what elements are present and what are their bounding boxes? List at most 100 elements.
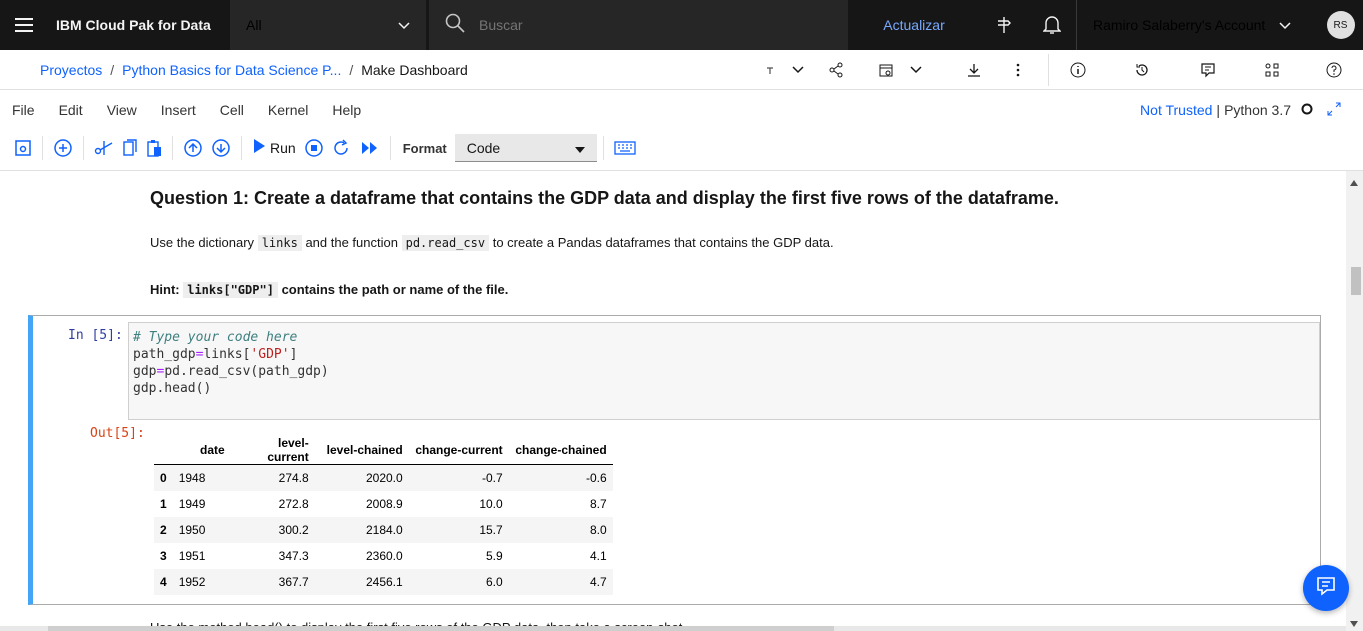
- divider: [1048, 54, 1049, 86]
- version-icon[interactable]: [760, 50, 780, 90]
- menu-icon[interactable]: [0, 0, 48, 50]
- stop-icon[interactable]: [300, 133, 328, 163]
- breadcrumb-projects[interactable]: Proyectos: [40, 61, 103, 78]
- input-prompt: In [5]:: [68, 328, 123, 343]
- table-row: 1 1949 272.8 2008.9 10.0 8.7: [154, 491, 613, 517]
- move-up-icon[interactable]: [179, 133, 207, 163]
- table-cell: -0.6: [586, 470, 607, 485]
- run-all-icon[interactable]: [356, 133, 384, 163]
- notification-icon[interactable]: [1028, 0, 1076, 50]
- output-prompt: Out[5]:: [90, 426, 145, 441]
- menu-help[interactable]: Help: [332, 102, 362, 118]
- row-index: 3: [160, 548, 167, 563]
- code-cell[interactable]: In [5]: # Type your code here path_gdp=l…: [28, 315, 1321, 605]
- download-icon[interactable]: [962, 50, 986, 90]
- share-icon[interactable]: [824, 50, 848, 90]
- divider: [172, 136, 173, 160]
- vertical-scrollbar[interactable]: [1346, 171, 1363, 631]
- breadcrumb-separator: /: [110, 61, 115, 78]
- code-snippets-icon[interactable]: [1260, 50, 1284, 90]
- notebook-area: Question 1: Create a dataframe that cont…: [0, 170, 1363, 631]
- divider: [83, 136, 84, 160]
- column-header: level-chained: [314, 436, 409, 465]
- menu-insert[interactable]: Insert: [160, 102, 196, 118]
- divider: [389, 136, 391, 160]
- dataframe-table: date level-current level-chained change-…: [154, 436, 613, 595]
- update-button[interactable]: Actualizar: [883, 17, 945, 33]
- search-input[interactable]: [479, 17, 779, 33]
- notebook-toolbar: Run Format Code: [0, 130, 1363, 166]
- breadcrumb-project[interactable]: Python Basics for Data Science P...: [122, 61, 342, 78]
- save-icon[interactable]: [10, 133, 36, 163]
- instruction-text-part: Use the dictionary: [150, 235, 255, 250]
- column-header: change-current: [408, 436, 509, 465]
- search-box[interactable]: [428, 0, 848, 50]
- table-cell: 1948: [178, 470, 206, 485]
- kernel-name[interactable]: Python 3.7: [1224, 102, 1291, 118]
- schedule-icon[interactable]: [874, 50, 898, 90]
- copy-icon[interactable]: [118, 133, 142, 163]
- add-cell-icon[interactable]: [49, 133, 77, 163]
- instruction-text: Use the dictionary links and the functio…: [150, 235, 834, 251]
- hint-text: Hint: links["GDP"] contains the path or …: [150, 282, 508, 298]
- table-cell: 1951: [178, 548, 206, 563]
- menu-kernel[interactable]: Kernel: [267, 102, 309, 118]
- avatar: RS: [1326, 11, 1355, 39]
- caret-down-icon: [574, 140, 585, 156]
- history-icon[interactable]: [1130, 50, 1154, 90]
- row-index: 2: [160, 522, 167, 537]
- kernel-idle-icon: [1301, 102, 1313, 118]
- pin-icon[interactable]: [980, 0, 1028, 50]
- cut-icon[interactable]: [90, 133, 118, 163]
- table-cell: 272.8: [278, 496, 309, 511]
- cell-format-value: Code: [466, 139, 501, 156]
- brand-name[interactable]: IBM Cloud Pak for Data: [56, 17, 211, 33]
- notebook-menubar: File Edit View Insert Cell Kernel Help N…: [0, 92, 1363, 128]
- code-editor[interactable]: # Type your code here path_gdp=links['GD…: [128, 322, 1320, 420]
- chevron-down-icon[interactable]: [904, 50, 928, 90]
- breadcrumb-separator: /: [349, 61, 354, 78]
- table-cell: 15.7: [479, 522, 503, 537]
- scroll-up-arrow-icon[interactable]: [1350, 173, 1358, 191]
- expand-icon[interactable]: [1327, 102, 1341, 119]
- chat-button[interactable]: [1303, 565, 1349, 611]
- help-icon[interactable]: [1322, 50, 1346, 90]
- table-cell: 2360.0: [365, 548, 403, 563]
- scrollbar-thumb[interactable]: [1351, 267, 1361, 295]
- scope-dropdown[interactable]: All: [230, 0, 426, 50]
- scroll-down-arrow-icon[interactable]: [1350, 614, 1358, 631]
- scrollbar-thumb[interactable]: [48, 626, 834, 631]
- cell-format-select[interactable]: Code: [454, 134, 597, 162]
- divider: [602, 136, 604, 160]
- comments-icon[interactable]: [1196, 50, 1220, 90]
- breadcrumb: Proyectos / Python Basics for Data Scien…: [40, 62, 468, 78]
- chevron-down-icon[interactable]: [786, 50, 810, 90]
- format-label: Format: [402, 140, 447, 156]
- code-line: gdp=pd.read_csv(path_gdp): [133, 364, 329, 379]
- paste-icon[interactable]: [142, 133, 166, 163]
- menu-view[interactable]: View: [106, 102, 137, 118]
- menu-file[interactable]: File: [12, 102, 35, 118]
- menu-edit[interactable]: Edit: [58, 102, 83, 118]
- keyboard-icon[interactable]: [610, 133, 640, 163]
- row-index: 4: [160, 574, 167, 589]
- table-cell: 4.7: [590, 574, 607, 589]
- table-cell: 6.0: [486, 574, 503, 589]
- column-header: level-current: [230, 436, 315, 465]
- breadcrumb-current: Make Dashboard: [361, 61, 468, 78]
- information-icon[interactable]: [1066, 50, 1090, 90]
- restart-icon[interactable]: [328, 133, 356, 163]
- account-switcher[interactable]: Ramiro Salaberry's Account: [1076, 0, 1316, 50]
- menu-cell[interactable]: Cell: [219, 102, 244, 118]
- inline-code: links: [257, 235, 302, 251]
- avatar-button[interactable]: RS: [1318, 0, 1363, 50]
- table-cell: 4.1: [590, 548, 607, 563]
- horizontal-scrollbar[interactable]: [0, 626, 1346, 631]
- run-button[interactable]: Run: [248, 133, 300, 163]
- instruction-text-part: and the function: [305, 235, 398, 250]
- overflow-menu-icon[interactable]: [1006, 50, 1030, 90]
- move-down-icon[interactable]: [207, 133, 235, 163]
- table-cell: 2008.9: [365, 496, 403, 511]
- table-row: 0 1948 274.8 2020.0 -0.7 -0.6: [154, 464, 613, 491]
- trust-status[interactable]: Not Trusted: [1140, 102, 1213, 118]
